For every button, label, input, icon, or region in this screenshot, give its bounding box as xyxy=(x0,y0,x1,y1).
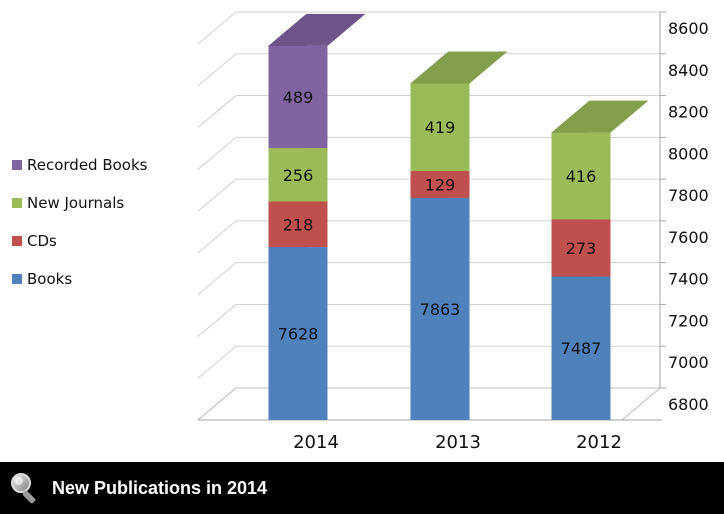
bar-new-journals-2014 xyxy=(268,148,328,202)
gridline-depth xyxy=(197,220,237,254)
gridline-depth xyxy=(197,136,237,170)
legend-label-books: Books xyxy=(27,270,72,288)
bar-recorded-books-2014 xyxy=(268,45,328,149)
data-label: 419 xyxy=(425,118,456,137)
y-tick-label: 7600 xyxy=(668,228,709,247)
y-tick-label: 7000 xyxy=(668,353,709,372)
bar-new-journals-2012 xyxy=(551,132,611,220)
legend-label-new-journals: New Journals xyxy=(27,194,124,212)
y-tick-label: 8600 xyxy=(668,19,709,38)
bar-new-journals-2013 xyxy=(410,83,470,172)
bar-cds-2013 xyxy=(410,171,470,198)
legend-label-cds: CDs xyxy=(27,232,57,250)
y-tick-label: 7200 xyxy=(668,311,709,330)
bar-top-cap xyxy=(268,13,366,46)
bar-cds-2012 xyxy=(551,219,611,277)
data-label: 7487 xyxy=(561,339,602,358)
bar-books-2013 xyxy=(410,197,470,420)
legend-swatch-new-journals xyxy=(12,198,22,208)
caption-bar: New Publications in 2014 xyxy=(0,462,724,514)
gridline-depth xyxy=(197,262,237,296)
gridline-depth xyxy=(197,304,237,337)
gridline-depth xyxy=(197,11,237,45)
legend-swatch-recorded-books xyxy=(12,160,22,170)
magnifier-icon xyxy=(6,469,44,507)
gridline-depth xyxy=(197,178,237,212)
data-label: 416 xyxy=(566,167,597,186)
data-label: 273 xyxy=(566,239,597,258)
legend-label-recorded-books: Recorded Books xyxy=(27,156,148,174)
category-label-2012: 2012 xyxy=(576,432,622,453)
bar-top-cap xyxy=(410,51,508,84)
y-tick-label: 8000 xyxy=(668,144,709,163)
y-tick-label: 8200 xyxy=(668,103,709,122)
y-tick-label: 6800 xyxy=(668,395,709,414)
bar-books-2012 xyxy=(551,276,611,420)
gridline-depth xyxy=(197,345,237,379)
y-tick-label: 8400 xyxy=(668,61,709,80)
caption-title: New Publications in 2014 xyxy=(52,477,268,498)
data-label: 7628 xyxy=(278,325,319,344)
category-label-2014: 2014 xyxy=(293,432,339,453)
bar-cds-2014 xyxy=(268,201,328,248)
data-label: 129 xyxy=(425,175,456,194)
legend: Recorded Books New Journals CDs Books xyxy=(12,156,148,288)
gridline-depth xyxy=(197,95,237,128)
data-labels: 7628 218 256 489 7863 129 419 7487 273 416 xyxy=(278,88,602,358)
stacked-bar-chart: 6800 7000 7200 7400 7600 7800 8000 8200 8400 8600… xyxy=(12,11,709,453)
category-label-2013: 2013 xyxy=(435,432,481,453)
legend-swatch-cds xyxy=(12,236,22,246)
y-tick-label: 7800 xyxy=(668,186,709,205)
legend-swatch-books xyxy=(12,274,22,284)
bar-top-cap xyxy=(551,100,649,133)
bar-books-2014 xyxy=(268,247,328,420)
data-label: 7863 xyxy=(420,300,461,319)
gridline-depth xyxy=(197,53,237,87)
y-tick-label: 7400 xyxy=(668,270,709,289)
bars xyxy=(268,13,649,420)
data-label: 218 xyxy=(283,215,314,234)
data-label: 489 xyxy=(283,88,314,107)
chart-area: 6800 7000 7200 7400 7600 7800 8000 8200 8400 8600… xyxy=(12,11,709,453)
data-label: 256 xyxy=(283,166,314,185)
